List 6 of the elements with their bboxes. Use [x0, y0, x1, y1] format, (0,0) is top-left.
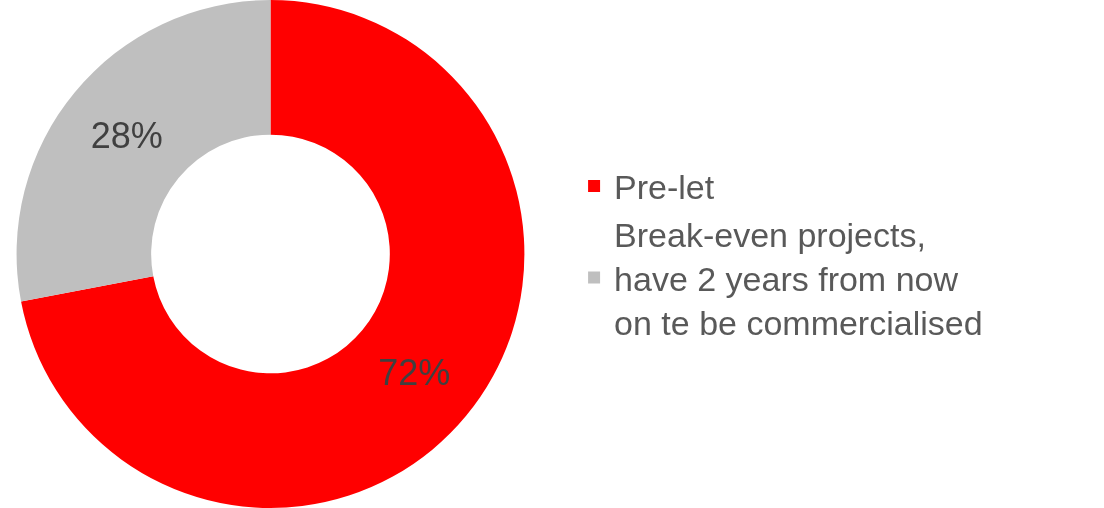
- legend-label: Pre-let: [614, 168, 715, 207]
- data-label: 72%: [378, 352, 451, 394]
- data-label: 28%: [90, 114, 163, 156]
- donut-slice: [21, 0, 525, 508]
- donut-slice: [17, 0, 271, 302]
- legend-label: Break-even projects, have 2 years from now on te be commercialised: [614, 215, 983, 342]
